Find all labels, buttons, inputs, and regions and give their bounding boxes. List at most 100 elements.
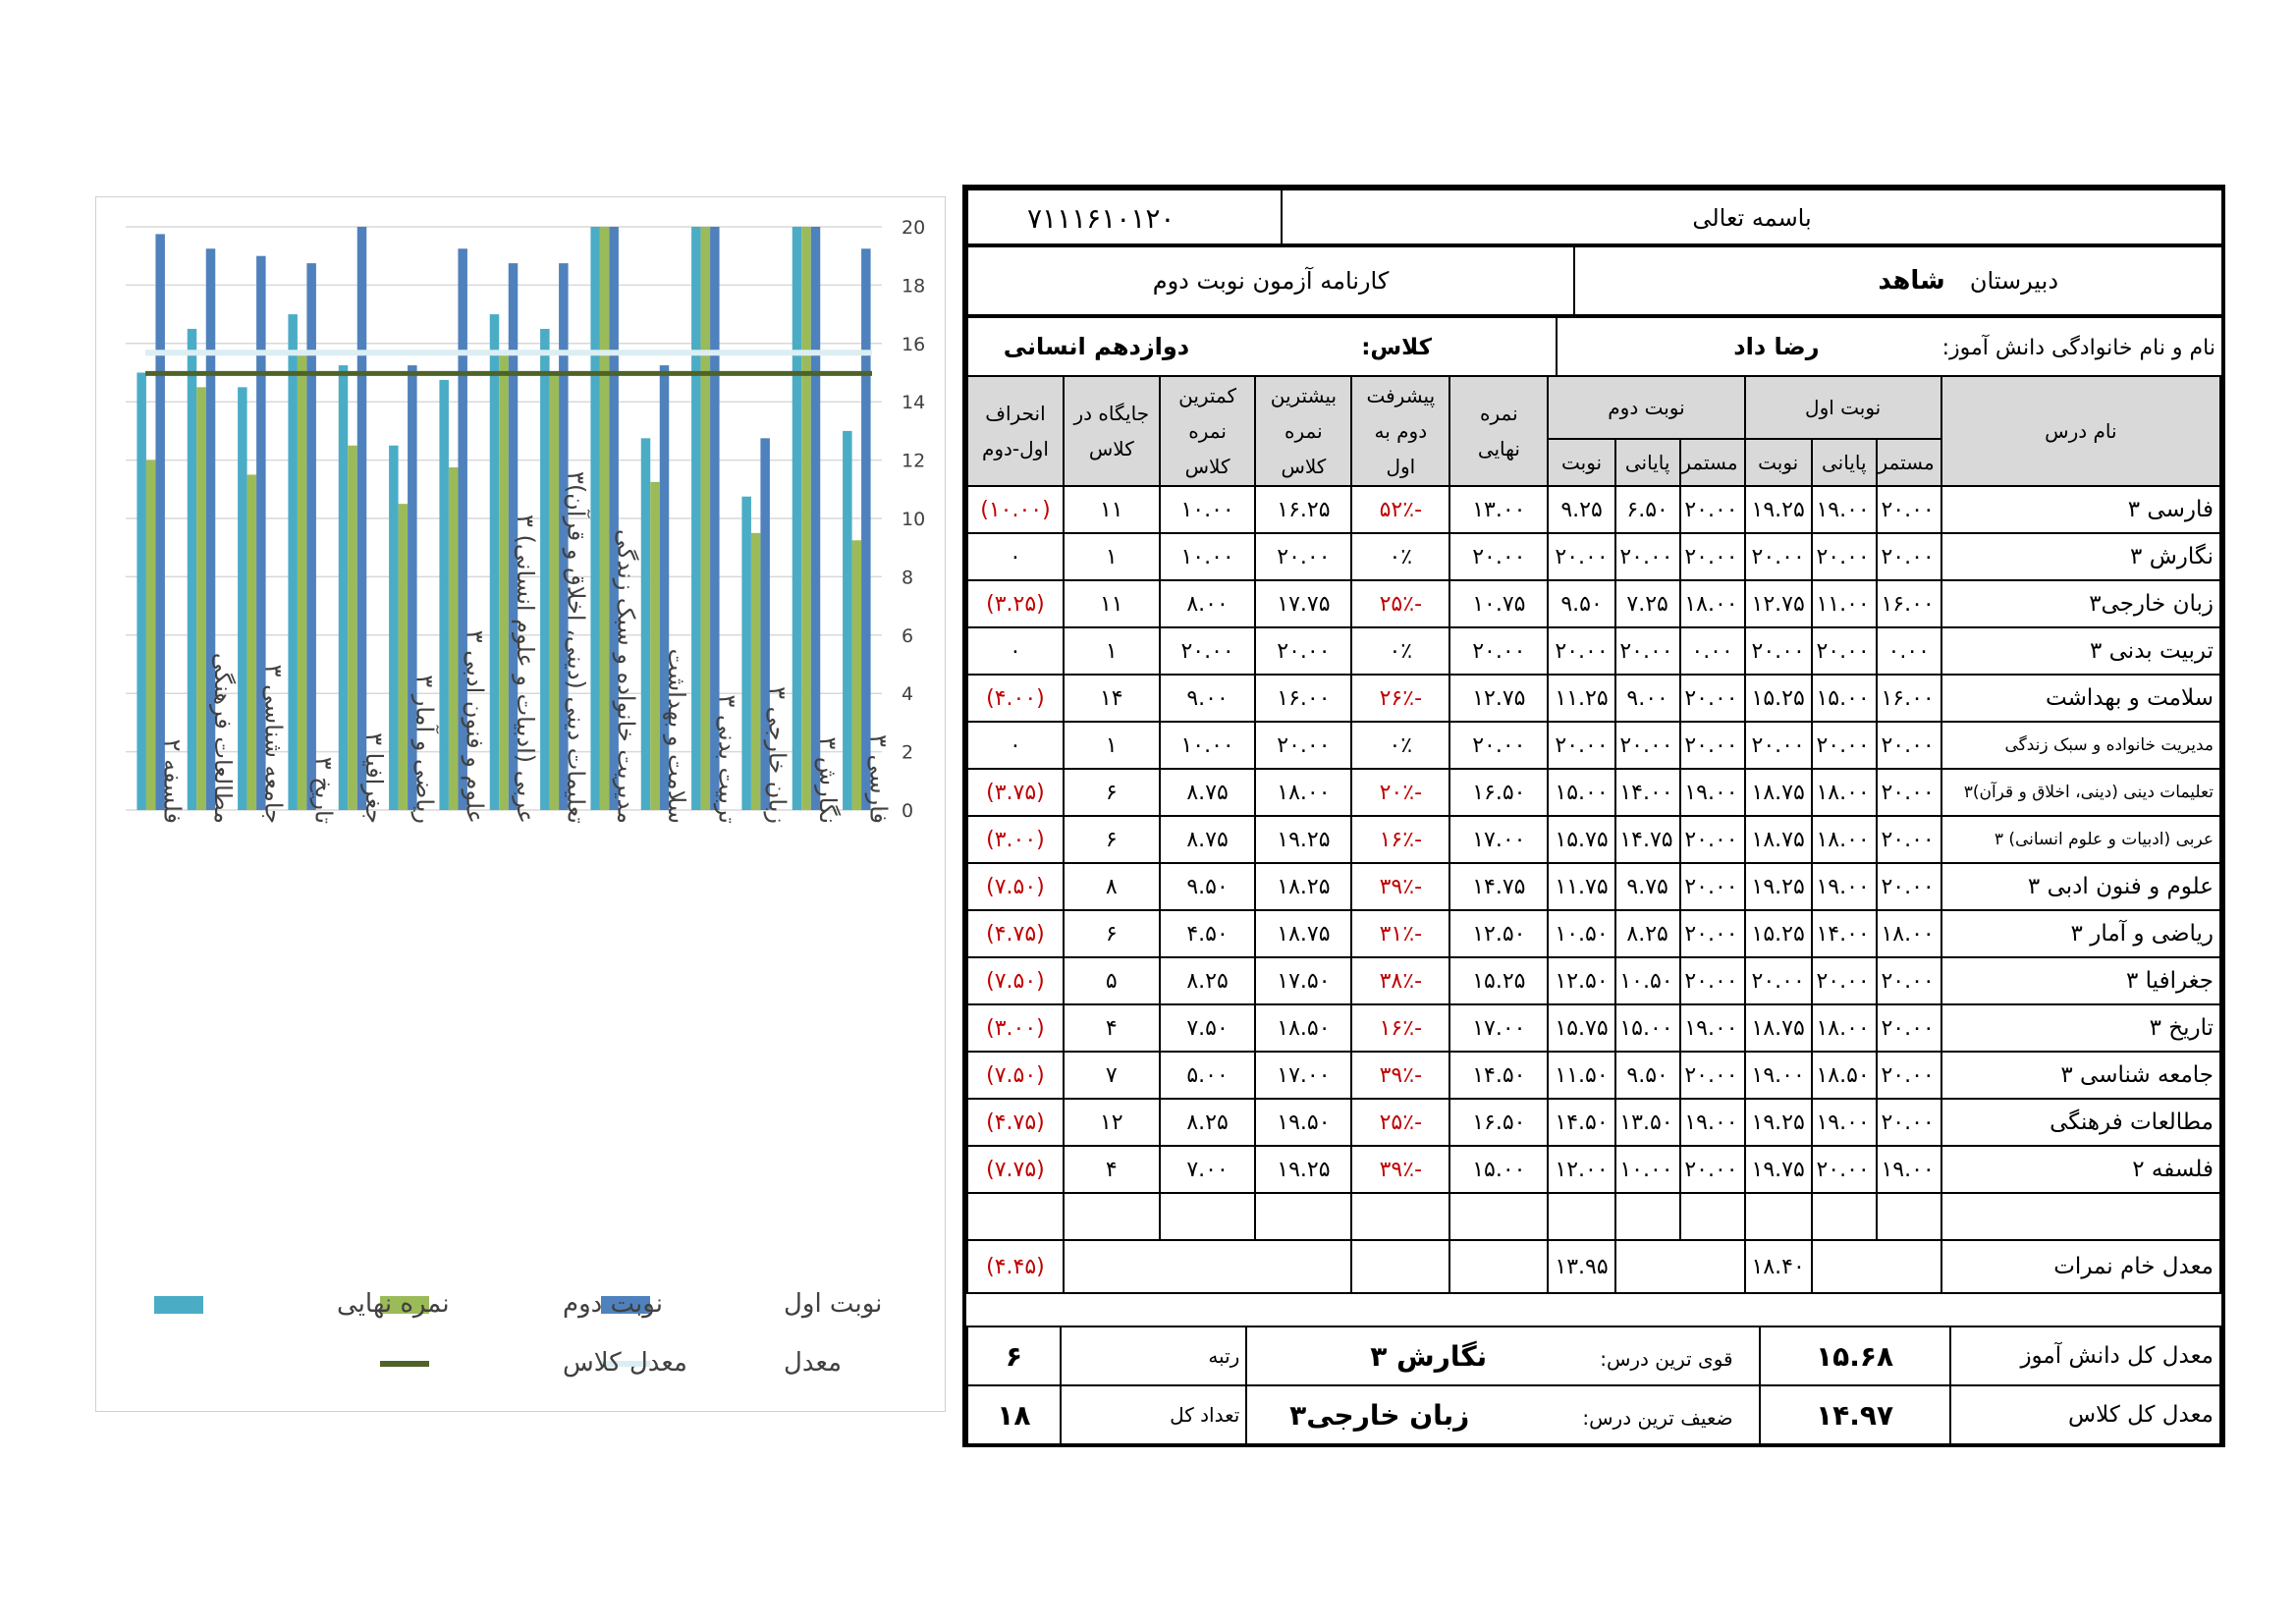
rank-class: ۸ (1062, 862, 1161, 911)
t1-continuous: ۲۰.۰۰ (1875, 862, 1942, 911)
progress: -۳۹٪ (1350, 1051, 1451, 1100)
grade-row: جغرافیا ۳ ۲۰.۰۰ ۲۰.۰۰ ۲۰.۰۰ ۲۰.۰۰ ۱۰.۵۰ ۱۲.۵۰ ۱… (966, 956, 2222, 1005)
col-deviation: انحراف اول-دوم (966, 375, 1065, 487)
final-grade: ۱۷.۰۰ (1449, 1003, 1550, 1053)
deviation: (۳.۰۰) (966, 1003, 1065, 1053)
total-label: تعداد کل (1059, 1384, 1248, 1445)
bar-term1 (559, 263, 569, 810)
t1-term: ۲۰.۰۰ (1743, 956, 1813, 1005)
grade-row: مدیریت خانواده و سبک زندگی ۲۰.۰۰ ۲۰.۰۰ ۲۰.۰… (966, 721, 2222, 770)
t1-final: ۱۸.۰۰ (1810, 1003, 1878, 1053)
grade-row: تاریخ ۳ ۲۰.۰۰ ۱۸.۰۰ ۱۸.۷۵ ۱۹.۰۰ ۱۵.۰۰ ۱۵.۷۵ ۱۷.… (966, 1003, 2222, 1053)
bar-term2 (348, 445, 357, 810)
t2-continuous: ۱۸.۰۰ (1678, 579, 1746, 628)
min-class: ۱۰.۰۰ (1158, 485, 1257, 534)
progress: -۵۲٪ (1350, 485, 1451, 534)
bar-final (843, 430, 852, 810)
t2-final: ۱۵.۰۰ (1613, 1003, 1681, 1053)
legend-term2-label: نوبت دوم (563, 1289, 663, 1319)
subject-name: سلامت و بهداشت (1940, 674, 2222, 723)
progress: -۳۸٪ (1350, 956, 1451, 1005)
rank-class: ۴ (1062, 1145, 1161, 1194)
deviation: ۰ (966, 626, 1065, 676)
max-class: ۱۹.۲۵ (1254, 1145, 1353, 1194)
t1-continuous: ۲۰.۰۰ (1875, 956, 1942, 1005)
grades-table: نام درس نوبت اول نوبت دوم نمره نهایی پیش… (966, 375, 2222, 1294)
t2-final: ۲۰.۰۰ (1613, 532, 1681, 581)
t2-term: ۱۵.۷۵ (1547, 1003, 1616, 1053)
t2-continuous: ۱۹.۰۰ (1678, 1098, 1746, 1147)
t2-final: ۶.۵۰ (1613, 485, 1681, 534)
bar-term2 (448, 467, 459, 810)
student-name: رضا داد (1733, 333, 1820, 360)
t1-term: ۱۹.۷۵ (1743, 1145, 1813, 1194)
avg-label: معدل خام نمرات (1940, 1239, 2222, 1294)
final-grade: ۱۴.۷۵ (1449, 862, 1550, 911)
class-label: کلاس: (1361, 335, 1432, 360)
subject-name: مدیریت خانواده و سبک زندگی (1940, 721, 2222, 770)
empty-row (966, 1192, 2222, 1241)
avg-t1: ۱۸.۴۰ (1743, 1239, 1813, 1294)
bar-term1 (810, 227, 821, 810)
y-tick-label: 8 (902, 567, 913, 588)
deviation: (۷.۵۰) (966, 1051, 1065, 1100)
max-class: ۲۰.۰۰ (1254, 532, 1353, 581)
t2-continuous: ۱۹.۰۰ (1678, 1003, 1746, 1053)
legend-class-average-label: معدل کلاس (563, 1348, 687, 1378)
t1-term: ۱۵.۲۵ (1743, 909, 1813, 958)
y-tick-label: 2 (902, 742, 913, 764)
x-tick-label: عربی (ادبیات و علوم انسانی) ۳ (512, 514, 539, 824)
t2-term: ۲۰.۰۰ (1547, 532, 1616, 581)
grade-row: فارسی ۳ ۲۰.۰۰ ۱۹.۰۰ ۱۹.۲۵ ۲۰.۰۰ ۶.۵۰ ۹.۲۵ ۱۳.۰۰… (966, 485, 2222, 534)
subject-name: فارسی ۳ (1940, 485, 2222, 534)
final-grade: ۱۲.۷۵ (1449, 674, 1550, 723)
deviation: (۴.۰۰) (966, 674, 1065, 723)
bar-term2 (851, 540, 862, 810)
min-class: ۸.۷۵ (1158, 768, 1257, 817)
bismillah: باسمه تعالی (1281, 189, 2223, 247)
x-tick-label: مدیریت خانواده و سبک زندگی (613, 529, 640, 824)
t1-continuous: ۲۰.۰۰ (1875, 1003, 1942, 1053)
t1-term: ۱۵.۲۵ (1743, 674, 1813, 723)
progress: -۲۰٪ (1350, 768, 1451, 817)
min-class: ۷.۰۰ (1158, 1145, 1257, 1194)
rank-class: ۴ (1062, 1003, 1161, 1053)
bar-term1 (609, 227, 619, 810)
t2-term: ۲۰.۰۰ (1547, 626, 1616, 676)
t1-continuous: ۱۶.۰۰ (1875, 674, 1942, 723)
x-tick-label: تربیت بدنی ۳ (713, 694, 740, 824)
bar-term2 (196, 387, 206, 810)
min-class: ۴.۵۰ (1158, 909, 1257, 958)
max-class: ۱۶.۰۰ (1254, 674, 1353, 723)
rank-class: ۷ (1062, 1051, 1161, 1100)
deviation: (۴.۷۵) (966, 1098, 1065, 1147)
min-class: ۵.۰۰ (1158, 1051, 1257, 1100)
t2-continuous: ۲۰.۰۰ (1678, 485, 1746, 534)
t1-final: ۱۵.۰۰ (1810, 674, 1878, 723)
subject-name: زبان خارجی۳ (1940, 579, 2222, 628)
max-class: ۲۰.۰۰ (1254, 721, 1353, 770)
bar-term1 (306, 263, 316, 810)
t2-final: ۹.۰۰ (1613, 674, 1681, 723)
class-cell: کلاس: دوازدهم انسانی (966, 314, 1558, 379)
total-students: ۱۸ (966, 1384, 1062, 1445)
bar-term2 (801, 227, 811, 810)
t2-final: ۷.۲۵ (1613, 579, 1681, 628)
rank-class: ۱ (1062, 626, 1161, 676)
bar-term2 (398, 504, 409, 810)
final-grade: ۱۶.۵۰ (1449, 1098, 1550, 1147)
final-grade: ۱۴.۵۰ (1449, 1051, 1550, 1100)
subject-name: ریاضی و آمار ۳ (1940, 909, 2222, 958)
max-class: ۱۸.۲۵ (1254, 862, 1353, 911)
t1-final: ۱۱.۰۰ (1810, 579, 1878, 628)
rank-class: ۱۱ (1062, 579, 1161, 628)
subject-name: جامعه شناسی ۳ (1940, 1051, 2222, 1100)
progress: -۳۹٪ (1350, 862, 1451, 911)
t1-final: ۲۰.۰۰ (1810, 956, 1878, 1005)
t1-final: ۱۹.۰۰ (1810, 485, 1878, 534)
bar-term1 (155, 234, 165, 811)
min-class: ۸.۲۵ (1158, 956, 1257, 1005)
t1-continuous: ۲۰.۰۰ (1875, 768, 1942, 817)
t1-continuous: ۲۰.۰۰ (1875, 485, 1942, 534)
bar-final (238, 387, 247, 810)
